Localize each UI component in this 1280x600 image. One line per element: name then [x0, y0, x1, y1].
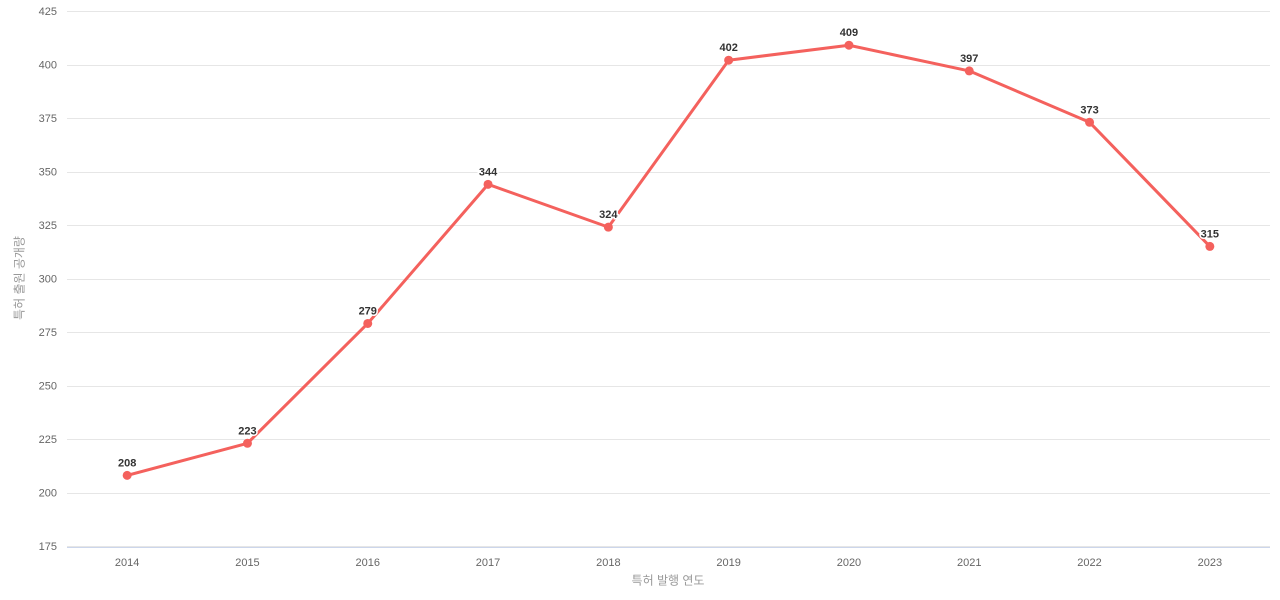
data-label: 402	[719, 42, 737, 54]
y-axis-title: 특허 출원 공개량	[12, 236, 27, 320]
y-tick-label: 225	[39, 434, 57, 446]
x-tick-label: 2015	[235, 557, 259, 569]
data-point	[242, 438, 252, 448]
data-label: 223	[238, 425, 256, 437]
data-point	[122, 470, 132, 480]
data-point	[964, 66, 974, 76]
data-point	[603, 222, 613, 232]
y-tick-label: 400	[39, 60, 57, 72]
data-label: 279	[359, 305, 377, 317]
y-tick-label: 200	[39, 488, 57, 500]
x-tick-label: 2020	[837, 557, 861, 569]
data-label: 409	[840, 27, 858, 39]
data-label: 208	[118, 457, 136, 469]
y-tick-label: 175	[39, 541, 57, 553]
y-tick-label: 375	[39, 113, 57, 125]
x-tick-label: 2017	[476, 557, 500, 569]
data-label: 344	[479, 166, 498, 178]
x-tick-label: 2018	[596, 557, 620, 569]
data-point	[483, 179, 493, 189]
y-tick-label: 275	[39, 327, 57, 339]
data-label: 397	[960, 53, 978, 65]
x-tick-label: 2014	[115, 557, 139, 569]
x-tick-label: 2021	[957, 557, 981, 569]
y-tick-label: 300	[39, 274, 57, 286]
x-tick-label: 2019	[716, 557, 740, 569]
data-label: 315	[1201, 228, 1219, 240]
data-point	[844, 40, 854, 50]
x-tick-label: 2023	[1198, 557, 1222, 569]
x-axis-title: 특허 발행 연도	[631, 573, 705, 588]
y-tick-label: 350	[39, 167, 57, 179]
series-line	[125, 43, 1212, 477]
y-tick-label: 425	[39, 6, 57, 18]
data-point	[724, 55, 734, 65]
data-label: 373	[1080, 104, 1098, 116]
data-point	[1085, 117, 1095, 127]
data-point	[1205, 241, 1215, 251]
x-tick-label: 2016	[356, 557, 380, 569]
x-tick-label: 2022	[1077, 557, 1101, 569]
data-point	[363, 318, 373, 328]
data-label: 324	[599, 209, 618, 221]
y-tick-label: 250	[39, 381, 57, 393]
y-tick-label: 325	[39, 220, 57, 232]
